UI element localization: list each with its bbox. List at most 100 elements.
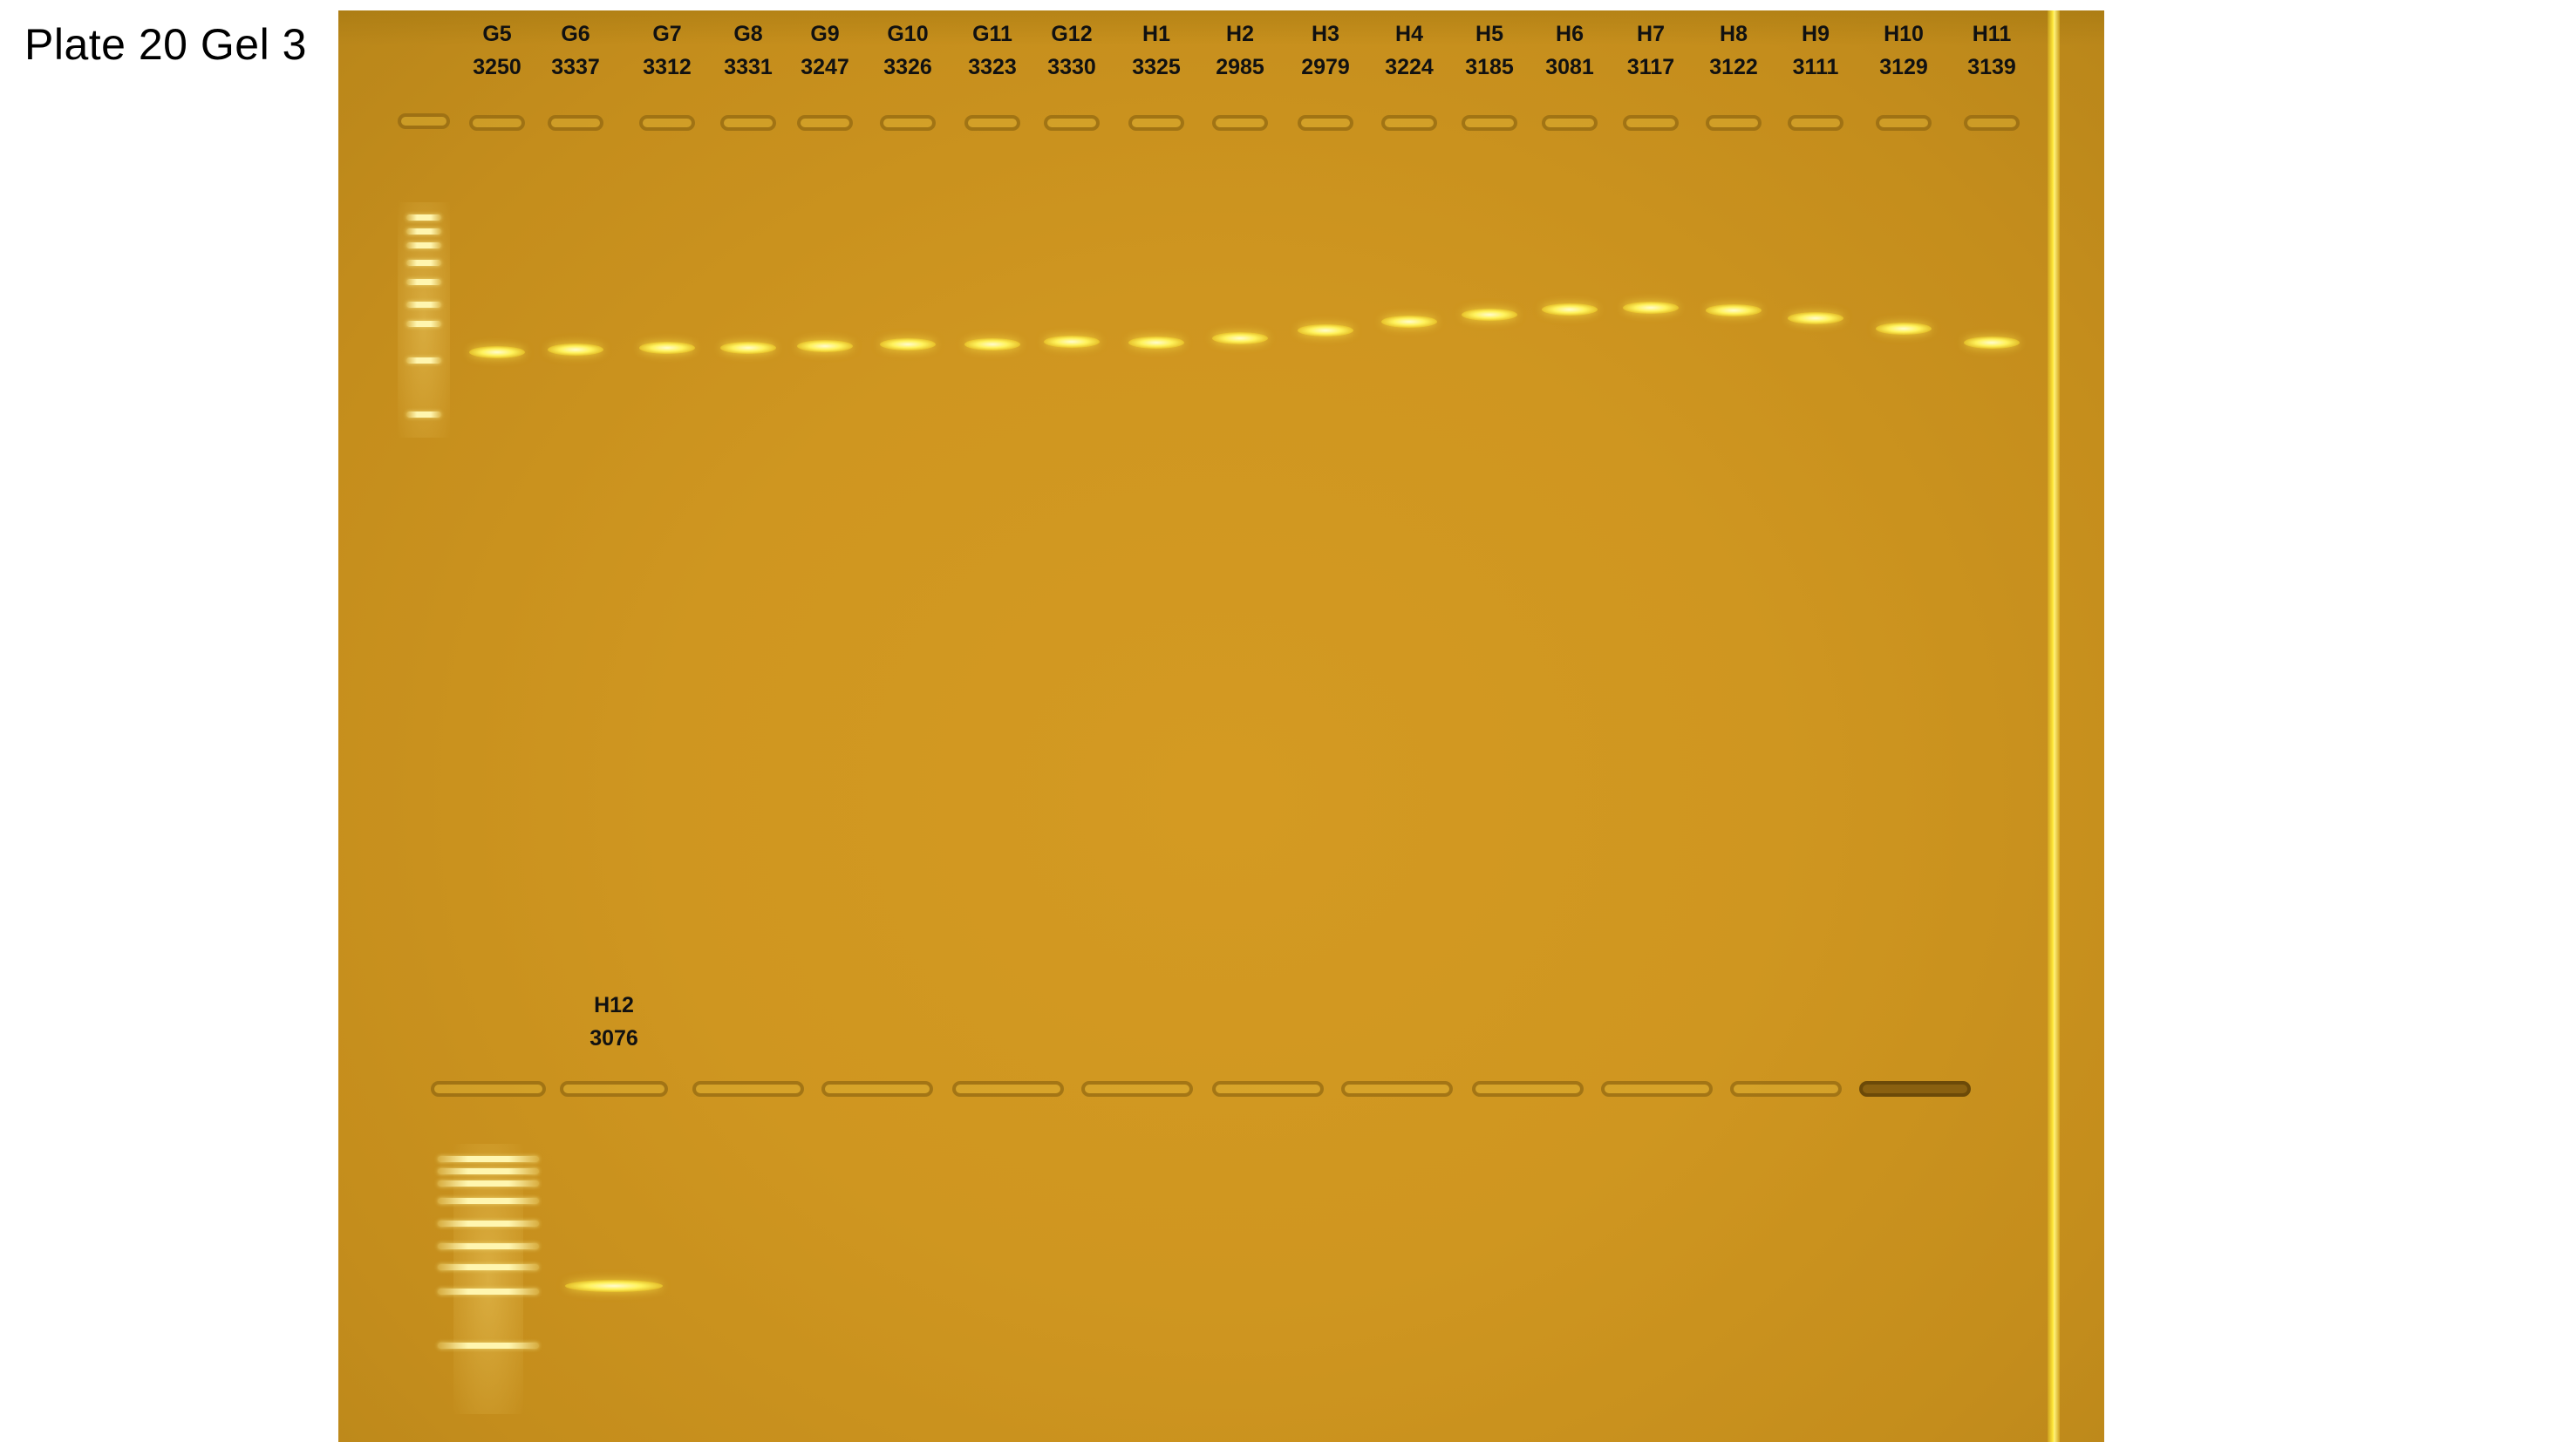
well-empty: [1212, 1081, 1324, 1097]
top-lane-label: G11 3323: [953, 17, 1032, 84]
well-empty: [1341, 1081, 1453, 1097]
dna-band-g9: [797, 340, 853, 352]
well-h5: [1462, 115, 1517, 131]
ladder-bottom-band: [438, 1168, 539, 1174]
well-empty: [1081, 1081, 1193, 1097]
ladder-top-band: [406, 357, 441, 364]
well-empty: [1859, 1081, 1971, 1097]
well-g10: [880, 115, 936, 131]
dna-band-h6: [1542, 303, 1598, 316]
sample-id-label: 3076: [575, 1022, 653, 1055]
ladder-bottom-band: [438, 1264, 539, 1270]
ladder-top-band: [406, 412, 441, 418]
well-position-label: H4: [1370, 17, 1448, 51]
sample-id-label: 3312: [628, 51, 706, 84]
well-position-label: G10: [869, 17, 947, 51]
sample-id-label: 3081: [1530, 51, 1609, 84]
well-h11: [1964, 115, 2020, 131]
top-lane-label: H11 3139: [1952, 17, 2031, 84]
sample-id-label: 3185: [1450, 51, 1529, 84]
well-g11: [964, 115, 1020, 131]
well-position-label: H3: [1286, 17, 1365, 51]
dna-band-h3: [1298, 324, 1353, 337]
well-position-label: G6: [536, 17, 615, 51]
top-lane-label: G8 3331: [709, 17, 787, 84]
ladder-top-band: [406, 228, 441, 235]
ladder-bottom-band: [438, 1289, 539, 1295]
sample-id-label: 3330: [1032, 51, 1111, 84]
well-ladder-bottom: [431, 1081, 546, 1097]
top-lane-label: H1 3325: [1117, 17, 1196, 84]
top-lane-label: G5 3250: [458, 17, 536, 84]
dna-band-h12: [565, 1280, 663, 1292]
top-lane-label: H3 2979: [1286, 17, 1365, 84]
well-position-label: H7: [1612, 17, 1690, 51]
well-position-label: H2: [1201, 17, 1279, 51]
top-lane-label: H9 3111: [1776, 17, 1855, 84]
well-h2: [1212, 115, 1268, 131]
well-h6: [1542, 115, 1598, 131]
well-position-label: H12: [575, 989, 653, 1022]
well-h3: [1298, 115, 1353, 131]
top-lane-label: G6 3337: [536, 17, 615, 84]
ladder-top-band: [406, 214, 441, 221]
ladder-bottom-band: [438, 1343, 539, 1349]
well-h7: [1623, 115, 1679, 131]
well-position-label: G8: [709, 17, 787, 51]
dna-band-g6: [548, 343, 603, 356]
sample-id-label: 3139: [1952, 51, 2031, 84]
well-empty: [1472, 1081, 1584, 1097]
well-position-label: H10: [1864, 17, 1943, 51]
ladder-top-band: [406, 242, 441, 248]
well-position-label: H8: [1694, 17, 1773, 51]
top-lane-label: G12 3330: [1032, 17, 1111, 84]
dna-band-g11: [964, 338, 1020, 350]
sample-id-label: 3247: [786, 51, 864, 84]
well-g6: [548, 115, 603, 131]
dna-band-h8: [1706, 304, 1762, 316]
well-g12: [1044, 115, 1100, 131]
gel-image: G5 3250 G6 3337 G7 3312 G8 3331 G9 3247 G10 3326 G11…: [338, 10, 2104, 1442]
dna-band-g8: [720, 342, 776, 354]
sample-id-label: 2985: [1201, 51, 1279, 84]
top-lane-label: G10 3326: [869, 17, 947, 84]
well-h9: [1788, 115, 1843, 131]
ladder-bottom-band: [438, 1156, 539, 1162]
top-lane-label: H7 3117: [1612, 17, 1690, 84]
dna-band-h4: [1381, 316, 1437, 328]
top-lane-label: G9 3247: [786, 17, 864, 84]
well-position-label: G5: [458, 17, 536, 51]
top-lane-label: H10 3129: [1864, 17, 1943, 84]
dna-band-h11: [1964, 337, 2020, 349]
dna-band-g12: [1044, 336, 1100, 348]
ladder-top-band: [406, 260, 441, 266]
ladder-bottom-band: [438, 1243, 539, 1249]
well-empty: [952, 1081, 1064, 1097]
dna-band-h2: [1212, 332, 1268, 344]
well-h8: [1706, 115, 1762, 131]
well-position-label: G12: [1032, 17, 1111, 51]
bottom-lane-label: H12 3076: [575, 989, 653, 1055]
sample-id-label: 3111: [1776, 51, 1855, 84]
top-lane-label: H5 3185: [1450, 17, 1529, 84]
top-lane-label: G7 3312: [628, 17, 706, 84]
well-position-label: H11: [1952, 17, 2031, 51]
well-g5: [469, 115, 525, 131]
dna-band-h10: [1876, 323, 1932, 335]
ladder-bottom-band: [438, 1180, 539, 1187]
sample-id-label: 3122: [1694, 51, 1773, 84]
well-position-label: H1: [1117, 17, 1196, 51]
well-empty: [1730, 1081, 1842, 1097]
sample-id-label: 3331: [709, 51, 787, 84]
dna-band-g5: [469, 346, 525, 358]
ladder-top-band: [406, 302, 441, 308]
well-empty: [1601, 1081, 1713, 1097]
well-h10: [1876, 115, 1932, 131]
well-position-label: H6: [1530, 17, 1609, 51]
well-g8: [720, 115, 776, 131]
well-position-label: G11: [953, 17, 1032, 51]
sample-id-label: 3323: [953, 51, 1032, 84]
well-position-label: H5: [1450, 17, 1529, 51]
ladder-bottom-band: [438, 1221, 539, 1227]
top-lane-label: H2 2985: [1201, 17, 1279, 84]
